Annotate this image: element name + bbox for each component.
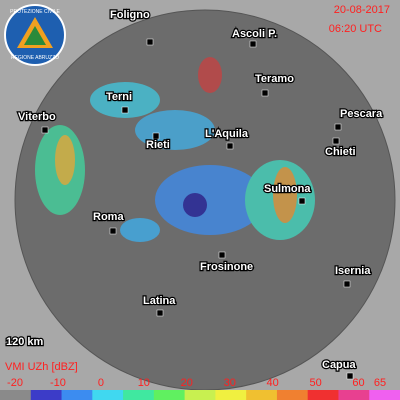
scale-swatch [184, 390, 216, 400]
scale-label: -10 [50, 377, 66, 389]
scale-label: 20 [181, 377, 193, 389]
scale-title: VMI UZh [dBZ] [5, 361, 78, 373]
city-marker [156, 309, 164, 317]
scale-swatch [369, 390, 400, 400]
city-marker [343, 280, 351, 288]
city-marker [346, 372, 354, 380]
city-marker [152, 132, 160, 140]
city-marker [226, 142, 234, 150]
logo-text: PROTEZIONE CIVILE [10, 9, 60, 15]
city-marker [121, 106, 129, 114]
scale-swatch [123, 390, 155, 400]
city-label: Latina [143, 295, 176, 307]
date: 20-08-2017 [334, 4, 390, 16]
range-label: 120 km [6, 336, 44, 348]
city-marker [41, 126, 49, 134]
city-label: Rieti [146, 139, 170, 151]
logo: PROTEZIONE CIVILE REGIONE ABRUZZO [4, 4, 66, 66]
scale-label: 0 [98, 377, 104, 389]
city-label: L'Aquila [205, 128, 249, 140]
city-label: Sulmona [264, 183, 311, 195]
radar-echoes [35, 57, 315, 242]
scale-swatch [338, 390, 370, 400]
scale-label: 50 [309, 377, 321, 389]
scale-swatch [0, 390, 32, 400]
city-label: Roma [93, 211, 124, 223]
scale-swatch [246, 390, 278, 400]
city-marker [261, 89, 269, 97]
city-label: Pescara [340, 108, 383, 120]
city-label: Capua [322, 359, 357, 371]
city-marker [298, 197, 306, 205]
city-label: Ascoli P. [232, 28, 277, 40]
city-label: Isernia [335, 265, 371, 277]
scale-swatch [307, 390, 339, 400]
city-marker [109, 227, 117, 235]
scale-swatch [215, 390, 247, 400]
city-marker [218, 251, 226, 259]
city-label: Chieti [325, 146, 356, 158]
scale-label: 40 [267, 377, 279, 389]
scale-label: 30 [224, 377, 236, 389]
city-marker [146, 38, 154, 46]
city-label: Teramo [255, 73, 294, 85]
scale-swatch [276, 390, 309, 400]
scale-swatch [92, 390, 124, 400]
city-marker [334, 123, 342, 131]
logo-text: REGIONE ABRUZZO [11, 55, 59, 61]
city-marker [332, 137, 340, 145]
city-marker [249, 40, 257, 48]
city-label: Foligno [110, 9, 150, 21]
city-label: Viterbo [18, 111, 56, 123]
city-label: Frosinone [200, 261, 253, 273]
scale-label: 10 [138, 377, 150, 389]
city-label: Terni [106, 91, 132, 103]
scale-swatch [30, 390, 63, 400]
scale-swatch [153, 390, 186, 400]
scale-label: 65 [374, 377, 386, 389]
time: 06:20 UTC [329, 23, 382, 35]
scale-label: -20 [7, 377, 23, 389]
scale-label: 60 [352, 377, 364, 389]
scale-swatch [61, 390, 93, 400]
